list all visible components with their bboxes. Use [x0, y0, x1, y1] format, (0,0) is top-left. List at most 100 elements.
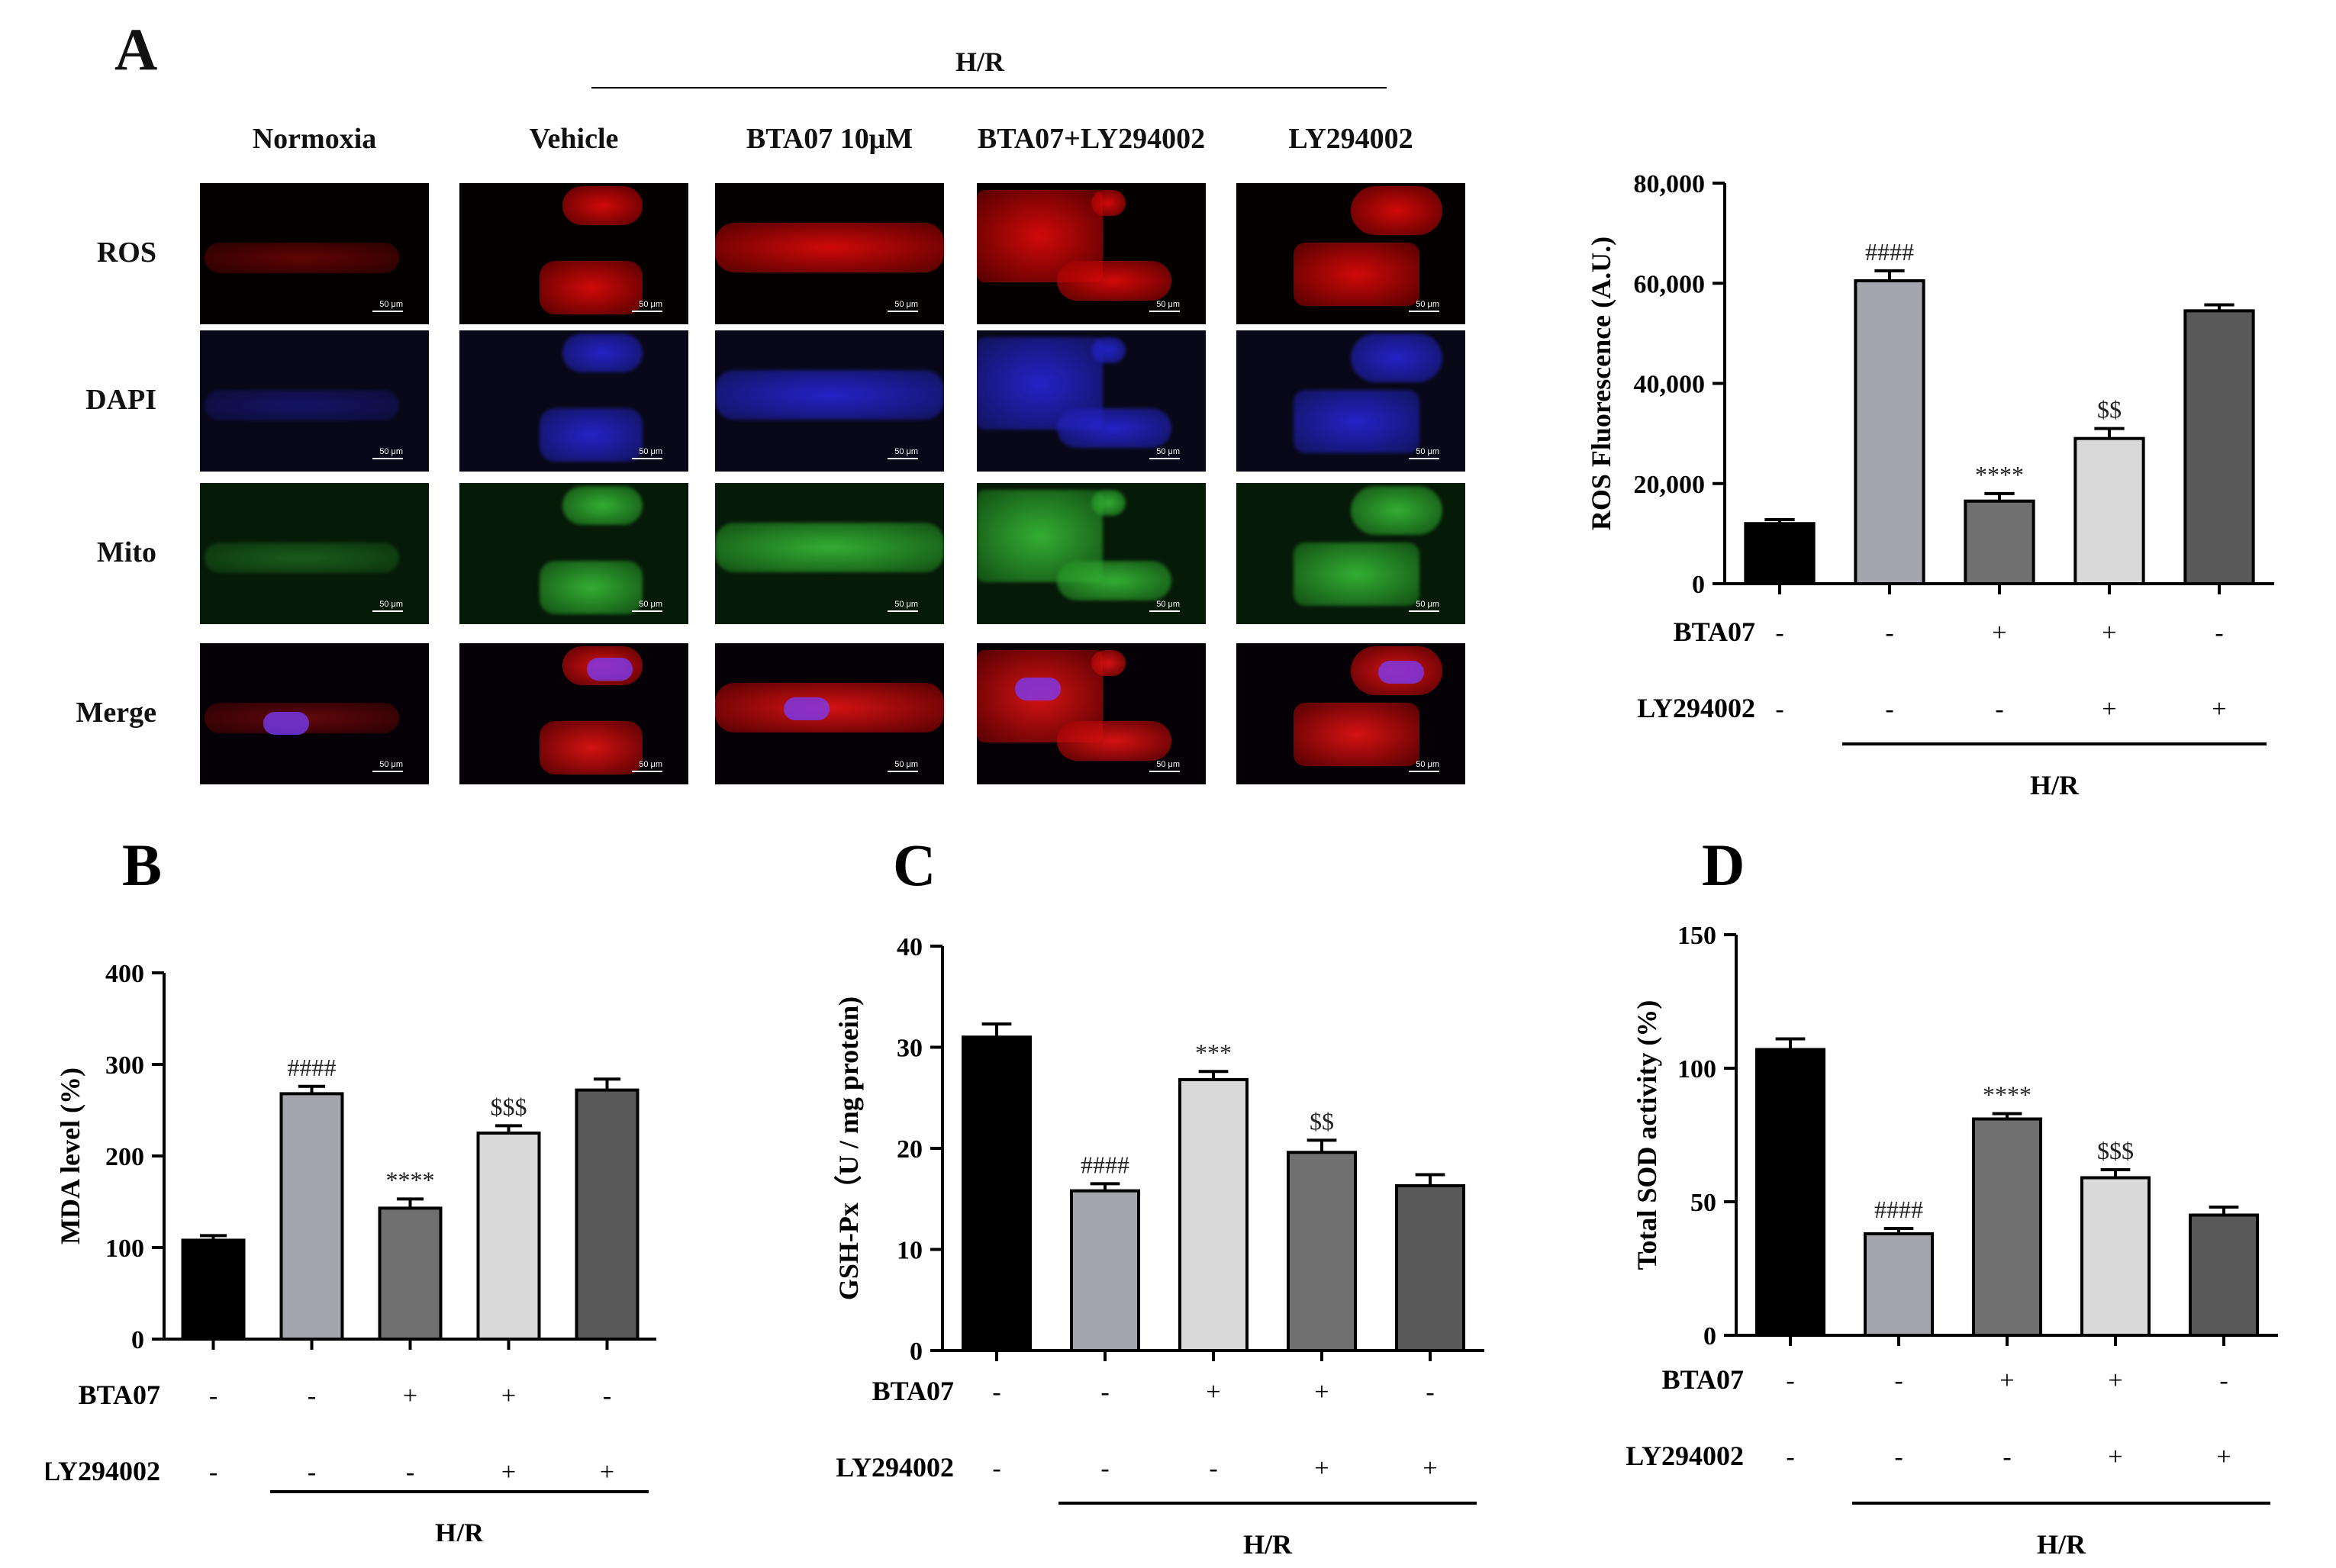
treatment-sign: -: [1775, 695, 1783, 723]
treatment-sign: -: [1995, 695, 2003, 723]
row-label-merge: Merge: [76, 696, 156, 729]
significance-label: ***: [1195, 1038, 1232, 1066]
panel-a-hr-line: [591, 87, 1387, 89]
treatment-sign: -: [308, 1382, 316, 1410]
hr-group-label: H/R: [2030, 770, 2080, 800]
micrograph-mito-vehicle: 50 μm: [459, 483, 688, 624]
significance-label: ####: [1081, 1151, 1129, 1178]
treatment-sign: +: [2102, 619, 2116, 647]
micrograph-mito-ly294002: 50 μm: [1236, 483, 1465, 624]
y-tick-label: 50: [1690, 1189, 1716, 1217]
y-tick-label: 40,000: [1634, 371, 1706, 399]
significance-label: $$: [2097, 396, 2122, 423]
panel-letter: C: [893, 832, 936, 898]
micrograph-mito-bta07-10-m: 50 μm: [715, 483, 944, 624]
row-label-mito: Mito: [96, 536, 156, 568]
treatment-sign: +: [501, 1382, 516, 1410]
significance-label: ****: [386, 1166, 435, 1193]
scale-bar-label: 50 μm: [379, 447, 403, 456]
significance-label: $$$: [2097, 1137, 2134, 1164]
scale-bar: [372, 610, 403, 612]
treatment-row-label: BTA07: [1674, 617, 1755, 647]
scale-bar-label: 50 μm: [379, 300, 403, 309]
scale-bar: [1149, 771, 1180, 772]
treatment-sign: -: [406, 1458, 414, 1486]
y-tick-label: 30: [897, 1035, 923, 1063]
treatment-sign: +: [600, 1458, 614, 1486]
y-tick-label: 80,000: [1634, 170, 1706, 198]
treatment-sign: -: [1100, 1454, 1109, 1483]
significance-label: ####: [288, 1054, 337, 1081]
scale-bar-label: 50 μm: [639, 447, 662, 456]
scale-bar: [372, 311, 403, 312]
micrograph-merge-bta07-ly294002: 50 μm: [977, 643, 1206, 784]
treatment-sign: -: [209, 1458, 217, 1486]
scale-bar-label: 50 μm: [639, 300, 662, 309]
micrograph-dapi-vehicle: 50 μm: [459, 330, 688, 472]
scale-bar: [888, 610, 918, 612]
significance-label: ####: [1865, 238, 1914, 266]
micrograph-ros-bta07-ly294002: 50 μm: [977, 183, 1206, 324]
y-axis-label: GSH-Px（U / mg protein): [833, 997, 864, 1300]
scale-bar-label: 50 μm: [1156, 600, 1180, 609]
treatment-sign: -: [992, 1454, 1000, 1483]
scale-bar: [888, 771, 918, 772]
treatment-sign: -: [1786, 1367, 1794, 1395]
hr-group-label: H/R: [435, 1518, 485, 1541]
scale-bar-label: 50 μm: [1416, 300, 1439, 309]
y-tick-label: 40: [897, 933, 923, 961]
treatment-row-label: LY294002: [836, 1452, 954, 1483]
bar-4: [476, 1132, 541, 1341]
column-label-bta07-ly294002: BTA07+LY294002: [977, 123, 1206, 155]
scale-bar-label: 50 μm: [379, 760, 403, 769]
chart-d-sod: D 0 50 100 150 Total SOD activity (%) #### ****…: [1626, 832, 2278, 1557]
bar-1: [961, 1035, 1033, 1352]
chart-b-mda: B 0 100 200 300 400 MDA level (%) #### **** $$$ BT…: [46, 832, 656, 1541]
column-label-bta07-10-m: BTA07 10μM: [746, 123, 913, 155]
scale-bar-label: 50 μm: [639, 760, 662, 769]
treatment-row-label: LY294002: [46, 1456, 160, 1486]
micrograph-ros-ly294002: 50 μm: [1236, 183, 1465, 324]
y-tick-label: 100: [1677, 1055, 1716, 1083]
treatment-sign: +: [1992, 619, 2006, 647]
micrograph-dapi-ly294002: 50 μm: [1236, 330, 1465, 472]
treatment-row-label: LY294002: [1637, 693, 1755, 723]
micrograph-dapi-normoxia: 50 μm: [200, 330, 429, 472]
treatment-sign: +: [1999, 1367, 2014, 1395]
significance-label: ****: [1975, 461, 2024, 488]
y-axis-label: MDA level (%): [55, 1067, 85, 1244]
treatment-sign: -: [1426, 1378, 1434, 1406]
y-tick-label: 150: [1677, 922, 1716, 950]
scale-bar: [888, 311, 918, 312]
treatment-sign: -: [1894, 1367, 1903, 1395]
scale-bar-label: 50 μm: [1156, 760, 1180, 769]
scale-bar-label: 50 μm: [894, 300, 918, 309]
scale-bar: [1409, 771, 1439, 772]
bar-1: [1744, 522, 1816, 585]
row-label-ros: ROS: [96, 236, 156, 269]
y-tick-label: 200: [105, 1143, 144, 1171]
row-label-dapi: DAPI: [85, 383, 156, 416]
y-axis-label: ROS Fluorescence (A.U.): [1586, 237, 1616, 530]
scale-bar: [1409, 610, 1439, 612]
treatment-sign: -: [308, 1458, 316, 1486]
column-label-normoxia: Normoxia: [252, 123, 377, 155]
bar-4: [1286, 1151, 1358, 1352]
treatment-sign: -: [2215, 619, 2223, 647]
treatment-sign: +: [1314, 1454, 1329, 1483]
y-tick-label: 400: [105, 960, 144, 988]
y-tick-label: 100: [105, 1235, 144, 1263]
bar-2: [1863, 1232, 1935, 1337]
chart-a-ros: 0 20,000 40,000 60,000 80,000 ROS Fluorescenc…: [1586, 170, 2274, 800]
treatment-sign: +: [2216, 1443, 2231, 1471]
scale-bar: [888, 458, 918, 459]
micrograph-ros-vehicle: 50 μm: [459, 183, 688, 324]
scale-bar-label: 50 μm: [1156, 300, 1180, 309]
significance-label: ####: [1874, 1196, 1923, 1223]
y-tick-label: 300: [105, 1051, 144, 1080]
scale-bar: [1409, 458, 1439, 459]
bar-5: [2183, 309, 2255, 585]
treatment-sign: -: [1885, 619, 1893, 647]
bar-3: [378, 1206, 443, 1341]
scale-bar-label: 50 μm: [894, 600, 918, 609]
